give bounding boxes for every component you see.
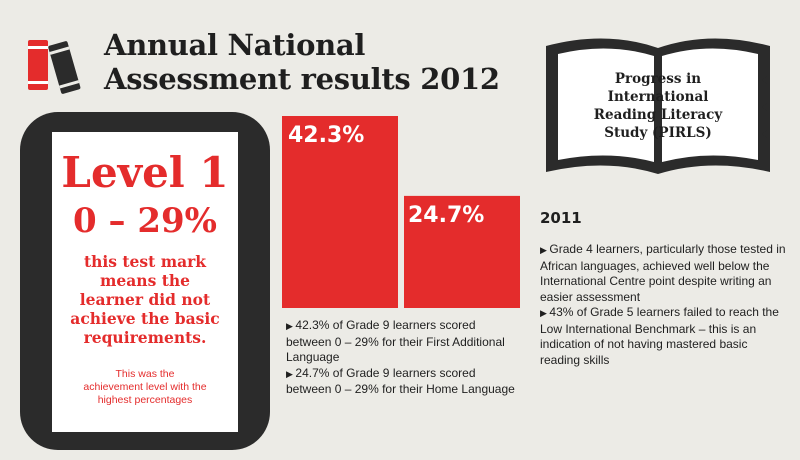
bar-1 bbox=[282, 116, 398, 308]
open-book-icon bbox=[546, 38, 770, 175]
books-icon bbox=[28, 40, 81, 94]
pirls-title: Progress in International Reading Litera… bbox=[593, 71, 723, 141]
triangle-bullet-icon: ▶ bbox=[540, 245, 550, 255]
ana-note-text: 42.3% of Grade 9 learners scored between… bbox=[286, 318, 505, 364]
pirls-note-2: ▶ 43% of Grade 5 learners failed to reac… bbox=[540, 305, 790, 368]
bar-2 bbox=[404, 195, 520, 308]
ana-note-1: ▶ 42.3% of Grade 9 learners scored betwe… bbox=[286, 318, 522, 366]
tablet-screen: Level 1 0 – 29% this test mark means the… bbox=[52, 132, 238, 432]
title-line-1: Annual National bbox=[104, 28, 366, 62]
level-range: 0 – 29% bbox=[73, 201, 217, 241]
bar-value-label-1: 42.3% bbox=[288, 123, 364, 148]
pirls-note-1: ▶ Grade 4 learners, particularly those t… bbox=[540, 242, 790, 305]
triangle-bullet-icon: ▶ bbox=[286, 368, 296, 379]
level-note: This was the achievement level with the … bbox=[83, 368, 207, 406]
page-title: Annual National Assessment results 2012 bbox=[104, 28, 500, 96]
pirls-year: 2011 bbox=[540, 209, 582, 227]
pirls-notes: ▶ Grade 4 learners, particularly those t… bbox=[540, 242, 790, 368]
level-description: this test mark means the learner did not… bbox=[70, 252, 220, 347]
ana-note-text: 24.7% of Grade 9 learners scored between… bbox=[286, 365, 515, 397]
pirls-note-text: 43% of Grade 5 learners failed to reach … bbox=[540, 305, 779, 367]
tablet-panel: Level 1 0 – 29% this test mark means the… bbox=[20, 112, 270, 450]
pirls-note-text: Grade 4 learners, particularly those tes… bbox=[540, 242, 786, 304]
ana-note-2: ▶ 24.7% of Grade 9 learners scored betwe… bbox=[286, 366, 522, 398]
bar-chart: 42.3% 24.7% bbox=[282, 116, 520, 308]
triangle-bullet-icon: ▶ bbox=[540, 308, 550, 318]
triangle-bullet-icon: ▶ bbox=[286, 321, 296, 331]
ana-notes: ▶ 42.3% of Grade 9 learners scored betwe… bbox=[286, 318, 522, 398]
level-title: Level 1 bbox=[61, 148, 229, 197]
bar-value-label-2: 24.7% bbox=[408, 203, 484, 228]
title-line-2: Assessment results 2012 bbox=[104, 62, 500, 96]
